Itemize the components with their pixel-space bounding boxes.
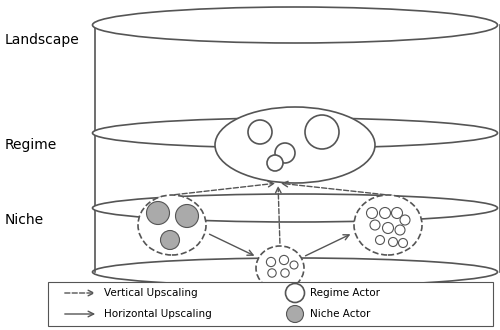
Circle shape [398,239,407,248]
Circle shape [267,155,283,171]
Circle shape [380,208,390,218]
Circle shape [286,306,304,322]
Text: Landscape: Landscape [5,33,80,47]
Circle shape [366,208,378,218]
Circle shape [146,202,170,224]
Circle shape [281,269,289,277]
Circle shape [268,269,276,277]
Ellipse shape [256,246,304,290]
Circle shape [392,208,402,218]
Circle shape [400,215,410,225]
Text: Regime: Regime [5,138,57,152]
Text: Niche: Niche [5,213,44,227]
Ellipse shape [138,195,206,255]
Ellipse shape [215,107,375,183]
Circle shape [395,225,405,235]
Text: Niche Actor: Niche Actor [310,309,370,319]
Ellipse shape [92,7,498,43]
Circle shape [370,220,380,230]
Circle shape [286,283,304,303]
Circle shape [160,230,180,249]
Circle shape [248,120,272,144]
Ellipse shape [92,258,498,286]
Circle shape [290,261,298,269]
Circle shape [388,238,398,247]
Circle shape [280,255,288,265]
Circle shape [305,115,339,149]
Text: Horizontal Upscaling: Horizontal Upscaling [104,309,212,319]
Circle shape [275,143,295,163]
FancyBboxPatch shape [48,282,493,326]
Text: Regime Actor: Regime Actor [310,288,380,298]
Ellipse shape [354,195,422,255]
Ellipse shape [92,118,498,148]
Circle shape [176,205,199,227]
Circle shape [266,257,276,267]
Text: Vertical Upscaling: Vertical Upscaling [104,288,198,298]
Circle shape [382,222,394,234]
Circle shape [376,236,384,245]
Ellipse shape [92,194,498,222]
